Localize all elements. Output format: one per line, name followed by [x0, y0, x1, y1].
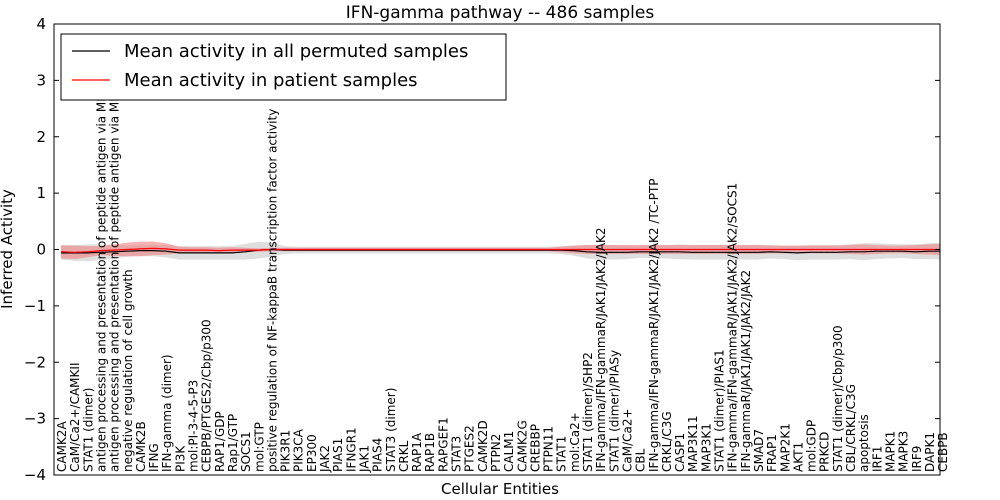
category-label: CAMK2A: [55, 421, 69, 472]
category-label: IFN-gamma/IFN-gammaR/JAK1/JAK2/JAK2/SOCS…: [726, 183, 740, 472]
category-label: AKT1: [791, 442, 805, 472]
category-label: STAT1 (dimer)/SHP2: [581, 352, 595, 472]
category-label: PTGES2: [463, 425, 477, 472]
y-tick-label: 0: [36, 241, 46, 259]
category-labels: CAMK2A CaM/Ca2+/CAMKII STAT1 (dimer) antige…: [55, 40, 950, 473]
category-label: PRKCD: [818, 432, 832, 472]
category-label: MAP3K11: [686, 415, 700, 472]
y-tick-label: 1: [36, 184, 46, 202]
x-axis-label: Cellular Entities: [441, 480, 559, 498]
category-label: Rap1/GTP: [226, 414, 240, 472]
category-label: mol:Ca2+: [568, 412, 582, 472]
category-label: SMAD7: [752, 429, 766, 472]
category-label: IFNG: [147, 443, 161, 472]
y-tick-label: −4: [24, 466, 46, 484]
y-tick-label: 2: [36, 128, 46, 146]
y-tick-label: −3: [24, 410, 46, 428]
category-label: CEBPB: [936, 432, 950, 472]
category-label: PTPN2: [489, 434, 503, 472]
category-label: antigen processing and presentation of p…: [108, 40, 122, 472]
category-label: PTPN11: [542, 426, 556, 472]
category-label: STAT1 (dimer)/Cbp/p300: [831, 325, 845, 472]
category-label: IFN-gammaR/JAK1/JAK1/JAK2/JAK2: [739, 270, 753, 472]
category-label: negative regulation of cell growth: [121, 269, 135, 472]
category-label: RAP1B: [423, 433, 437, 472]
category-label: STAT1: [555, 436, 569, 472]
patient-series-line: [60, 247, 940, 253]
category-label: MAP2K1: [778, 423, 792, 472]
category-label: FRAP1: [765, 434, 779, 472]
category-label: JAK2: [318, 445, 332, 473]
legend-patient-label: Mean activity in patient samples: [124, 70, 418, 91]
category-label: antigen processing and presentation of p…: [95, 43, 109, 472]
category-label: mol:GTP: [252, 422, 266, 472]
category-label: CaM/Ca2+: [621, 408, 635, 472]
category-label: RAP1A: [410, 432, 424, 472]
category-label: PIAS4: [371, 438, 385, 472]
category-label: apoptosis: [857, 414, 871, 472]
legend: Mean activity in all permuted samples Me…: [60, 33, 507, 101]
category-label: CALM1: [502, 431, 516, 472]
category-label: CREBBP: [528, 424, 542, 472]
category-label: IFN-gamma/IFN-gammaR/JAK1/JAK2/JAK2 /TC-…: [647, 178, 661, 472]
category-label: CAMK2G: [515, 420, 529, 472]
category-label: STAT1 (dimer): [81, 388, 95, 472]
category-label: IFNGR1: [344, 427, 358, 472]
chart-title: IFN-gamma pathway -- 486 samples: [346, 3, 655, 23]
legend-permuted-label: Mean activity in all permuted samples: [124, 41, 468, 62]
category-label: RAP1/GDP: [213, 411, 227, 472]
category-label: PIK3CA: [292, 428, 306, 472]
y-tick-label: −1: [24, 297, 46, 315]
category-label: MAPK3: [897, 431, 911, 472]
category-label: JAK1: [357, 445, 371, 473]
y-tick-label: 4: [36, 15, 46, 33]
category-label: SOCS1: [239, 431, 253, 472]
category-label: CAMK2B: [134, 421, 148, 472]
category-label: RAPGEF1: [436, 417, 450, 472]
legend-frame: [60, 33, 507, 101]
category-label: DAPK1: [923, 432, 937, 472]
category-label: IRF1: [870, 446, 884, 472]
y-axis-label: Inferred Activity: [0, 189, 16, 309]
category-label: IFN-gamma (dimer): [160, 354, 174, 472]
category-label: CRKL: [397, 440, 411, 472]
category-label: MAPK1: [884, 431, 898, 472]
category-label: CEBPB/PTGES2/Cbp/p300: [200, 319, 214, 472]
category-label: CAMK2D: [476, 420, 490, 472]
category-label: EP300: [305, 434, 319, 472]
category-label: IRF9: [910, 446, 924, 472]
category-label: IFN-gamma/IFN-gammaR/JAK1/JAK2/JAK2: [594, 227, 608, 472]
category-label: STAT3: [450, 436, 464, 472]
category-label: CASP1: [673, 433, 687, 472]
category-label: CBL: [634, 448, 648, 472]
category-label: CRKL/C3G: [660, 411, 674, 472]
category-label: mol:GDP: [805, 420, 819, 472]
y-tick-label: −2: [24, 353, 46, 371]
y-tick-label: 3: [36, 71, 46, 89]
category-label: CaM/Ca2+/CAMKII: [68, 363, 82, 472]
category-label: PIK3R1: [279, 430, 293, 472]
category-label: STAT1 (dimer)/PIASy: [607, 350, 621, 472]
plot-area: [60, 241, 940, 262]
y-axis: −4 −3 −2 −1 0 1 2 3 4: [24, 15, 940, 484]
category-label: PI3K: [173, 445, 187, 472]
category-label: STAT3 (dimer): [384, 388, 398, 472]
category-label: STAT1 (dimer)/PIAS1: [713, 349, 727, 472]
category-label: positive regulation of NF-kappaB transcr…: [265, 109, 279, 472]
category-label: PIAS1: [331, 438, 345, 472]
category-label: MAP3K1: [699, 423, 713, 472]
category-label: CBL/CRKL/C3G: [844, 384, 858, 472]
category-label: mol:PI-3-4-5-P3: [187, 380, 201, 472]
